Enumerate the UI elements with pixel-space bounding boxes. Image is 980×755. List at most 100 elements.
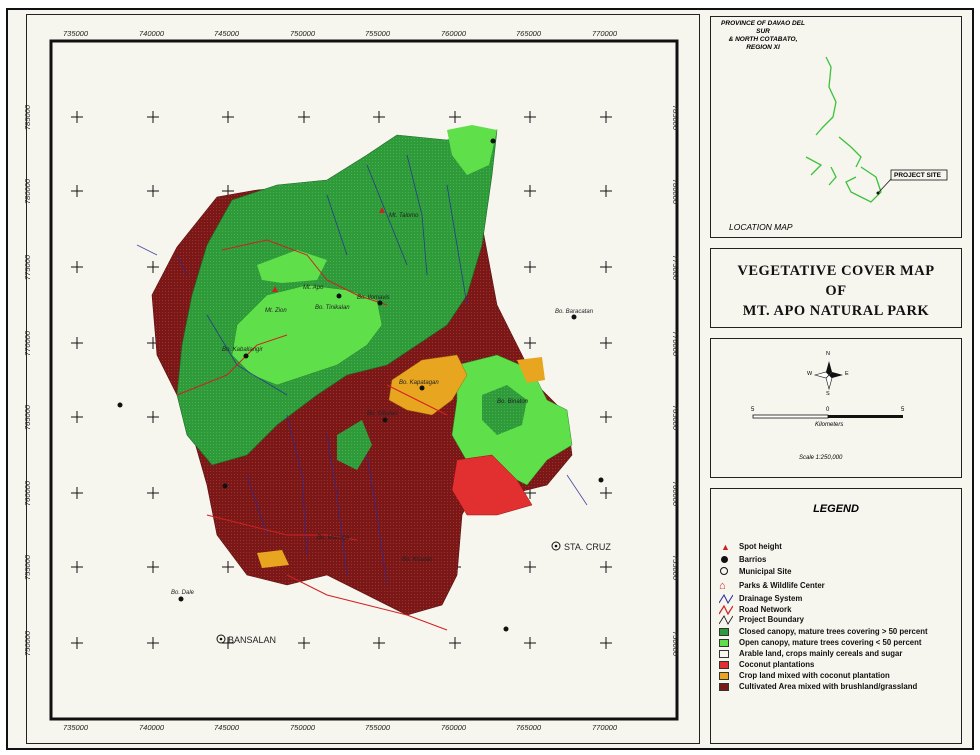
legend-label: Closed canopy, mature trees covering > 5… bbox=[739, 627, 928, 636]
legend-label: Project Boundary bbox=[739, 615, 804, 624]
legend-label: Coconut plantations bbox=[739, 660, 815, 669]
place-label: Bo. Sibulan bbox=[367, 411, 398, 417]
grid-cross bbox=[373, 637, 385, 649]
grid-cross bbox=[600, 561, 612, 573]
coordinate-tick: 750000 bbox=[23, 630, 33, 657]
place-label: Bo. Kisulao bbox=[402, 557, 433, 563]
coordinate-tick: 735000 bbox=[63, 723, 89, 732]
south-label: S bbox=[826, 391, 830, 397]
coordinate-tick: 735000 bbox=[63, 29, 89, 38]
legend-label: Crop land mixed with coconut plantation bbox=[739, 671, 890, 680]
grid-cross bbox=[147, 487, 159, 499]
legend-panel: LEGEND ▲ Spot height Barrios Municipal Site… bbox=[710, 488, 962, 744]
coordinate-tick: 760000 bbox=[23, 480, 33, 507]
coordinate-tick: 770000 bbox=[671, 330, 681, 357]
parks-center-icon: ⌂ bbox=[719, 580, 726, 592]
legend-swatch bbox=[719, 672, 729, 680]
coordinate-tick: 755000 bbox=[365, 723, 391, 732]
scale-tick-mid: 0 bbox=[826, 407, 830, 413]
legend-class-row: Open canopy, mature trees covering < 50 … bbox=[719, 638, 922, 647]
coordinate-tick: 740000 bbox=[139, 29, 165, 38]
grid-cross bbox=[600, 261, 612, 273]
legend-title: LEGEND bbox=[813, 503, 859, 515]
east-label: E bbox=[845, 371, 849, 377]
legend-class-row: Cultivated Area mixed with brushland/gra… bbox=[719, 682, 917, 691]
legend-class-row: Coconut plantations bbox=[719, 660, 814, 669]
place-label: Bo. Tinikalan bbox=[315, 305, 350, 311]
legend-class-row: Arable land, crops mainly cereals and su… bbox=[719, 649, 902, 658]
crop-land-area bbox=[388, 354, 468, 416]
place-label: Mt. Talomo bbox=[389, 213, 419, 219]
place-label: Bo. Binaton bbox=[497, 399, 529, 405]
boundary-icon bbox=[719, 615, 733, 625]
road-icon bbox=[719, 605, 733, 615]
north-label: N bbox=[826, 351, 830, 357]
grid-cross bbox=[524, 637, 536, 649]
municipal-label: BANSALAN bbox=[228, 635, 277, 645]
place-label: Bo. Kapatagan bbox=[399, 380, 439, 386]
grid-cross bbox=[147, 185, 159, 197]
grid-cross bbox=[600, 111, 612, 123]
legend-label: Road Network bbox=[739, 605, 792, 614]
grid-cross bbox=[449, 637, 461, 649]
scale-unit: Kilometers bbox=[815, 422, 844, 428]
title-line-3: MT. APO NATURAL PARK bbox=[742, 303, 930, 319]
grid-cross bbox=[600, 637, 612, 649]
coordinate-tick: 760000 bbox=[441, 723, 467, 732]
place-label: Mt. Apo bbox=[303, 285, 324, 291]
legend-symbol-row: Drainage System bbox=[719, 594, 802, 604]
legend-symbol-row: Municipal Site bbox=[719, 567, 791, 576]
legend-label: Spot height bbox=[739, 542, 782, 551]
legend-label: Cultivated Area mixed with brushland/gra… bbox=[739, 682, 918, 691]
coordinate-tick: 750000 bbox=[290, 723, 316, 732]
coordinate-tick: 775000 bbox=[671, 254, 681, 281]
legend-swatch bbox=[719, 661, 729, 669]
grid-cross bbox=[71, 487, 83, 499]
coordinate-tick: 755000 bbox=[671, 554, 681, 581]
grid-cross bbox=[147, 561, 159, 573]
legend-symbol-row: Road Network bbox=[719, 605, 792, 615]
grid-cross bbox=[524, 111, 536, 123]
grid-cross bbox=[71, 561, 83, 573]
grid-cross bbox=[373, 111, 385, 123]
legend-symbol-row: ⌂ Parks & Wildlife Center bbox=[719, 580, 825, 592]
title-panel: VEGETATIVE COVER MAP OF MT. APO NATURAL … bbox=[710, 248, 962, 328]
coordinate-tick: 745000 bbox=[214, 723, 240, 732]
scale-tick-left: 5 bbox=[751, 407, 755, 413]
grid-cross bbox=[298, 111, 310, 123]
place-label: Bo. Managa bbox=[317, 535, 350, 541]
grid-cross bbox=[71, 411, 83, 423]
grid-cross bbox=[71, 337, 83, 349]
grid-cross bbox=[71, 185, 83, 197]
drainage-icon bbox=[719, 594, 733, 604]
legend-label: Open canopy, mature trees covering < 50 … bbox=[739, 638, 922, 647]
place-label: Bo. Kaballangir bbox=[222, 347, 263, 353]
legend-class-row: Closed canopy, mature trees covering > 5… bbox=[719, 627, 928, 636]
municipal-site-icon bbox=[720, 567, 728, 575]
open-canopy-area bbox=[231, 284, 383, 386]
coordinate-tick: 775000 bbox=[23, 254, 33, 281]
north-arrow bbox=[752, 361, 903, 419]
legend-swatch bbox=[719, 628, 729, 636]
coordinate-tick: 770000 bbox=[592, 29, 618, 38]
grid-cross bbox=[222, 561, 234, 573]
west-label: W bbox=[807, 371, 813, 377]
coordinate-tick: 765000 bbox=[671, 404, 681, 431]
grid-cross bbox=[71, 637, 83, 649]
grid-cross bbox=[600, 411, 612, 423]
grid-cross bbox=[600, 337, 612, 349]
grid-cross bbox=[524, 185, 536, 197]
grid-cross bbox=[600, 487, 612, 499]
coordinate-tick: 760000 bbox=[441, 29, 467, 38]
legend-label: Barrios bbox=[739, 555, 767, 564]
scale-ratio: Scale 1:250,000 bbox=[799, 455, 843, 461]
location-header: PROVINCE OF DAVAO DEL SUR & NORTH COTABA… bbox=[721, 20, 805, 51]
coordinate-tick: 780000 bbox=[671, 178, 681, 205]
legend-swatch bbox=[719, 683, 729, 691]
place-label: Bo. Dale bbox=[171, 590, 195, 596]
grid-cross bbox=[147, 111, 159, 123]
legend-class-row: Crop land mixed with coconut plantation bbox=[719, 671, 890, 680]
grid-cross bbox=[222, 111, 234, 123]
legend-swatch bbox=[719, 639, 729, 647]
grid-cross bbox=[524, 337, 536, 349]
